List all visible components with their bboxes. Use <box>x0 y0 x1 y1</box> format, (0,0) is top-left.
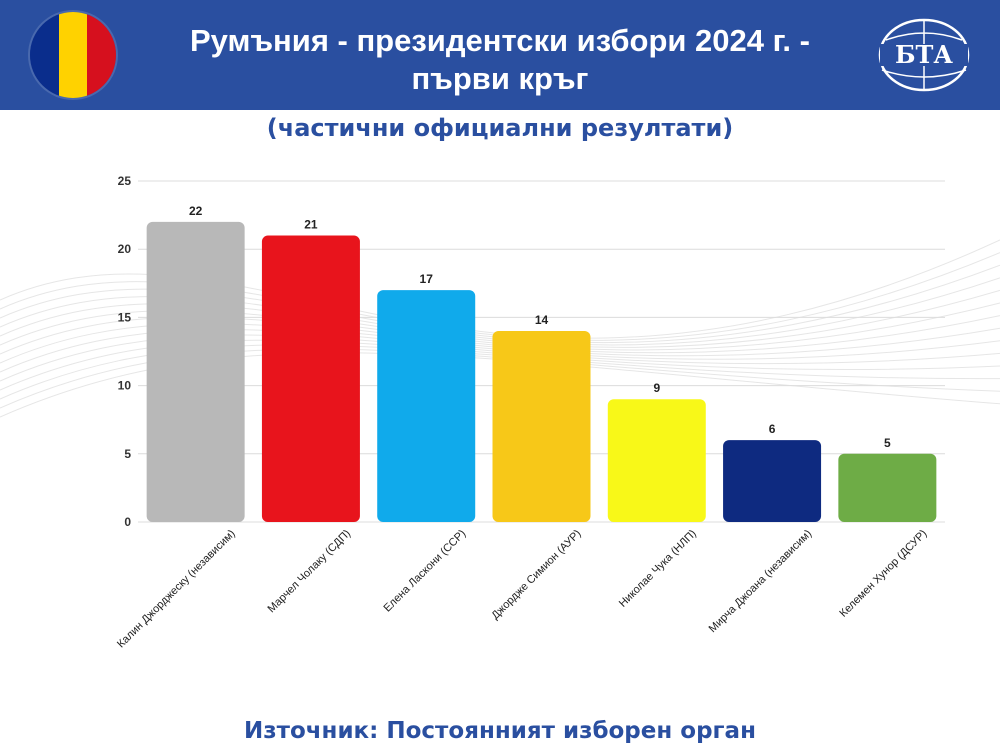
bar-value-label: 14 <box>535 313 549 327</box>
bar-chart: 0 5 10 15 20 25 22 21 17 14 9 6 5 Калин Джорджеску … <box>0 174 1000 651</box>
bar-value-label: 21 <box>304 218 318 232</box>
bar <box>377 290 476 522</box>
y-axis-tick-labels: 0 5 10 15 20 25 <box>118 174 132 529</box>
bar-value-label: 5 <box>884 436 891 450</box>
header-banner: Румъния - президентски избори 2024 г. - … <box>0 0 1000 110</box>
romania-flag-icon <box>30 12 116 98</box>
x-tick-label: Калин Джорджеску (независим) <box>115 528 238 651</box>
bar <box>838 453 937 522</box>
flag-stripe-red <box>87 12 116 98</box>
x-tick-label: Мирча Джоана (независим) <box>707 528 814 635</box>
flag-stripe-blue <box>30 12 59 98</box>
chart-subtitle: (частични официални резултати) <box>266 114 734 142</box>
y-tick-label: 5 <box>124 447 131 461</box>
x-tick-label: Келемен Хунор (ДСУР) <box>837 528 929 620</box>
title-line-2: първи кръг <box>411 61 589 96</box>
bar <box>146 221 245 523</box>
chart-bars <box>146 221 937 523</box>
y-tick-label: 15 <box>118 310 132 324</box>
title-line-1: Румъния - президентски избори 2024 г. - <box>190 23 810 58</box>
x-tick-label: Марчел Чолаку (СДП) <box>265 528 353 616</box>
bar-value-label: 22 <box>189 204 203 218</box>
page-title: Румъния - президентски избори 2024 г. - … <box>150 22 850 98</box>
x-tick-label: Елена Ласкони (ССР) <box>381 528 468 615</box>
flag-stripe-yellow <box>58 12 88 98</box>
bar <box>261 235 360 522</box>
source-footer: Източник: Постоянният изборен орган <box>244 718 756 744</box>
y-tick-label: 10 <box>118 379 132 393</box>
bar-value-label: 17 <box>420 272 434 286</box>
logo-text: БТА <box>895 40 953 69</box>
bar-value-labels: 22 21 17 14 9 6 5 <box>189 204 891 450</box>
bar <box>492 331 591 522</box>
bar <box>723 440 822 522</box>
bar-value-label: 6 <box>769 422 776 436</box>
y-tick-label: 20 <box>118 242 132 256</box>
x-tick-label: Николае Чука (НЛП) <box>617 528 699 610</box>
x-axis-tick-labels: Калин Джорджеску (независим) Марчел Чолак… <box>115 528 929 651</box>
y-tick-label: 0 <box>124 515 131 529</box>
bta-logo-icon: БТА <box>878 18 970 92</box>
bar <box>607 399 706 522</box>
x-tick-label: Джордже Симион (АУР) <box>489 528 583 622</box>
y-tick-label: 25 <box>118 174 132 188</box>
bar-value-label: 9 <box>653 381 660 395</box>
